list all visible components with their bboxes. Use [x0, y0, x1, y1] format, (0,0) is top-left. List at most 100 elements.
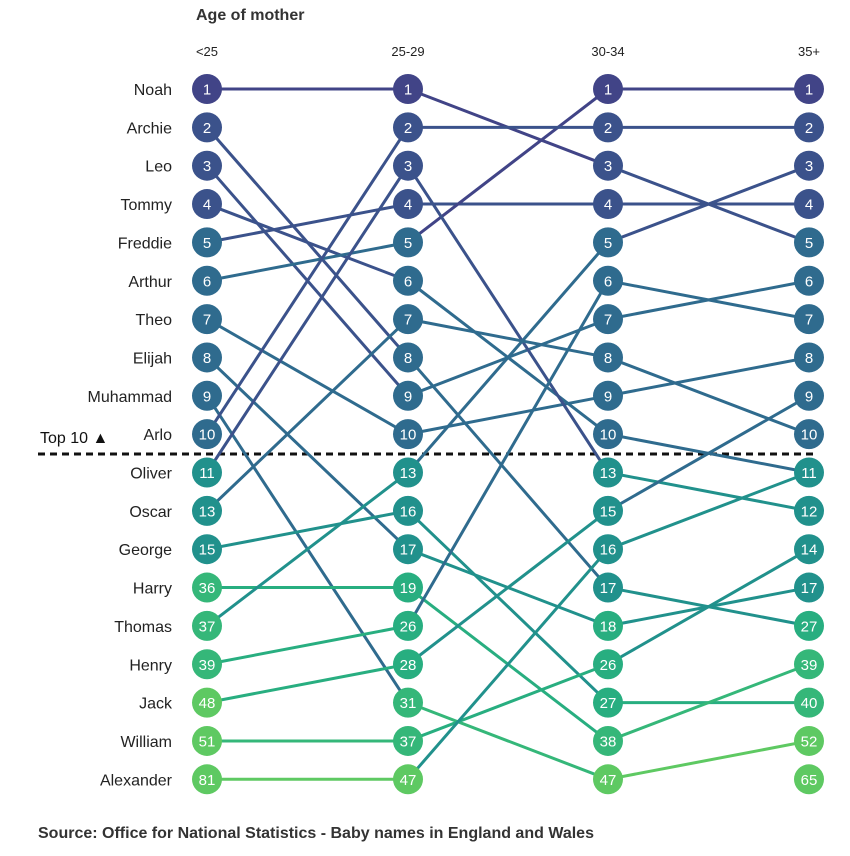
- rank-circle: [393, 342, 423, 373]
- rank-circle: [192, 112, 222, 143]
- rank-label: 3: [805, 158, 813, 175]
- rank-circle: [393, 687, 423, 718]
- name-label: George: [119, 542, 172, 559]
- rank-circle: [593, 342, 623, 373]
- rank-circle: [393, 495, 423, 526]
- rank-label: 9: [203, 388, 211, 405]
- rank-circle: [192, 189, 222, 220]
- rank-circle: [192, 304, 222, 335]
- rank-label: 6: [805, 273, 813, 290]
- rank-line: [406, 279, 610, 627]
- rank-line: [406, 164, 610, 474]
- rank-circle: [192, 150, 222, 181]
- rank-circle: [794, 419, 824, 450]
- rank-circle: [794, 342, 824, 373]
- rank-circle: [593, 572, 623, 603]
- rank-circle: [192, 610, 222, 641]
- rank-circle: [192, 649, 222, 680]
- rank-label: 5: [805, 235, 813, 252]
- rank-line: [607, 394, 810, 513]
- rank-circle: [794, 457, 824, 488]
- rank-label: 3: [203, 158, 211, 175]
- rank-label: 4: [203, 197, 211, 214]
- rank-circle: [593, 649, 623, 680]
- rank-line: [607, 547, 810, 666]
- rank-label: 14: [801, 542, 818, 559]
- rank-label: 13: [199, 503, 216, 520]
- rank-circle: [794, 687, 824, 718]
- rank-circle: [393, 572, 423, 603]
- rank-circle: [794, 265, 824, 296]
- rank-label: 4: [404, 197, 412, 214]
- rank-circle: [794, 227, 824, 258]
- rank-circle: [393, 74, 423, 104]
- rank-label: 10: [199, 427, 216, 444]
- rank-line: [205, 126, 410, 435]
- rank-label: 52: [801, 733, 818, 750]
- rank-label: 47: [600, 772, 617, 789]
- rank-line: [205, 318, 410, 512]
- rank-line: [206, 471, 409, 628]
- rank-circle: [593, 227, 623, 258]
- name-label: Alexander: [100, 772, 173, 789]
- name-label: Thomas: [114, 619, 172, 636]
- column-header: <25: [196, 44, 218, 59]
- rank-circle: [192, 572, 222, 603]
- rank-circle: [192, 265, 222, 296]
- rank-line: [407, 509, 609, 666]
- rank-label: 10: [400, 427, 417, 444]
- rank-circle: [593, 380, 623, 411]
- rank-circle: [593, 725, 623, 756]
- name-label: Muhammad: [88, 389, 172, 406]
- rank-label: 39: [801, 657, 818, 674]
- rank-label: 1: [604, 82, 612, 99]
- rank-label: 31: [400, 695, 417, 712]
- rank-circle: [393, 112, 423, 143]
- rank-label: 16: [400, 503, 417, 520]
- rank-label: 8: [203, 350, 211, 367]
- rank-label: 5: [604, 235, 612, 252]
- rank-circle: [393, 419, 423, 450]
- rank-circle: [593, 495, 623, 526]
- rank-line: [607, 739, 810, 781]
- rank-circle: [593, 265, 623, 296]
- rank-circle: [593, 150, 623, 181]
- column-header: 35+: [798, 44, 820, 59]
- rank-label: 51: [199, 733, 216, 750]
- rank-circle: [794, 725, 824, 756]
- rank-line: [206, 202, 409, 244]
- rank-label: 8: [404, 350, 412, 367]
- rank-label: 18: [600, 618, 617, 635]
- rank-circle: [593, 610, 623, 641]
- rank-label: 37: [199, 618, 216, 635]
- rank-circle: [593, 304, 623, 335]
- rank-line: [406, 356, 610, 589]
- rank-line: [206, 240, 409, 283]
- rank-label: 10: [600, 427, 617, 444]
- rank-circle: [393, 725, 423, 756]
- name-labels: Noah Archie Leo Tommy Freddie Arthur Theo Elija…: [88, 82, 173, 789]
- name-label: Henry: [129, 657, 172, 674]
- rank-label: 27: [801, 618, 818, 635]
- rank-circle: [192, 687, 222, 718]
- name-label: Leo: [145, 159, 172, 176]
- rank-circle: [393, 304, 423, 335]
- rank-label: 6: [604, 273, 612, 290]
- rank-label: 2: [203, 120, 211, 137]
- rank-circle: [593, 419, 623, 450]
- rank-line: [206, 509, 409, 551]
- rank-circle: [794, 610, 824, 641]
- rank-label: 28: [400, 657, 417, 674]
- rank-circle: [593, 74, 623, 104]
- rank-circle: [192, 74, 222, 104]
- rank-label: 9: [404, 388, 412, 405]
- rank-circle: [393, 610, 423, 641]
- rank-circle: [393, 534, 423, 565]
- rank-label: 11: [801, 465, 817, 482]
- rank-line: [406, 241, 610, 474]
- rank-circle: [794, 495, 824, 526]
- column-header: 25-29: [391, 44, 424, 59]
- rank-line: [407, 662, 609, 743]
- rank-label: 3: [604, 158, 612, 175]
- rank-label: 9: [604, 388, 612, 405]
